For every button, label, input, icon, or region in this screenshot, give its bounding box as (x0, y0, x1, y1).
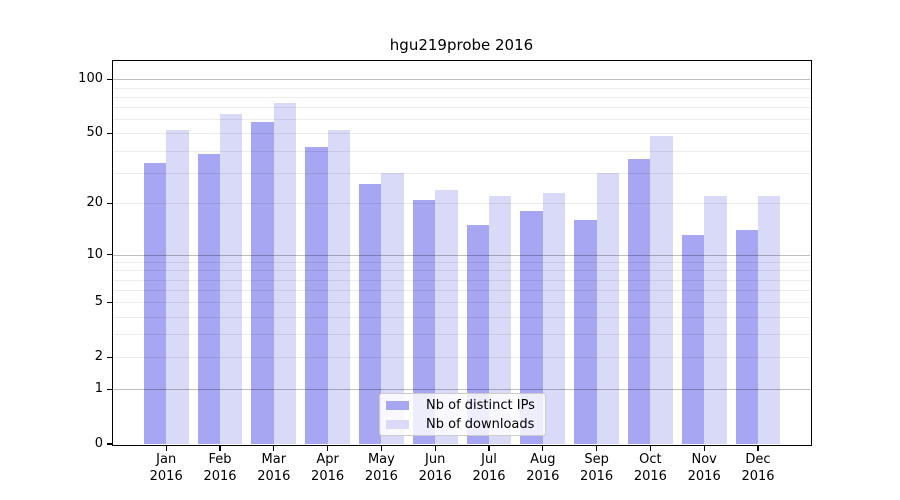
bar-jun-downloads (435, 189, 458, 444)
x-tick-label-dec: Dec 2016 (741, 452, 775, 484)
x-tick-mar (273, 445, 275, 451)
bar-apr-distinct-ips (305, 146, 328, 444)
y-tick-label-20: 20 (86, 195, 103, 211)
legend: Nb of distinct IPs Nb of downloads (379, 393, 546, 436)
x-tick-jul (488, 445, 490, 451)
y-tick-50 (106, 132, 113, 134)
plot-area (113, 61, 810, 444)
x-tick-sep (595, 445, 598, 451)
bar-aug-distinct-ips (520, 211, 543, 444)
y-tick-10 (106, 253, 113, 256)
x-tick-label-sep: Sep 2016 (580, 452, 614, 484)
bar-jan-downloads (166, 130, 189, 444)
x-tick-label-may: May 2016 (364, 452, 398, 484)
bar-nov-downloads (704, 196, 727, 444)
y-tick-label-100: 100 (78, 71, 103, 87)
x-tick-label-feb: Feb 2016 (203, 452, 237, 484)
y-tick-2 (106, 356, 113, 358)
bar-oct-downloads (650, 136, 673, 444)
bar-jun-distinct-ips (412, 199, 436, 444)
bar-may-downloads (381, 172, 404, 444)
bar-feb-distinct-ips (197, 154, 220, 444)
x-tick-feb (219, 445, 221, 451)
legend-swatch-distinct-ips (386, 401, 409, 410)
x-tick-label-apr: Apr 2016 (311, 452, 345, 484)
bar-jul-downloads (489, 196, 512, 444)
y-tick-0 (106, 443, 113, 445)
y-tick-label-0: 0 (94, 436, 103, 451)
bar-may-distinct-ips (359, 183, 382, 444)
y-tick-label-2: 2 (94, 349, 103, 365)
x-tick-label-jun: Jun 2016 (418, 452, 452, 484)
y-tick-label-5: 5 (94, 294, 103, 310)
bar-sep-downloads (596, 172, 619, 444)
y-tick-1 (106, 388, 113, 390)
legend-item-downloads: Nb of downloads (380, 415, 545, 434)
legend-label-downloads: Nb of downloads (426, 417, 535, 432)
x-tick-jun (434, 445, 436, 451)
y-tick-5 (106, 301, 113, 304)
bar-feb-downloads (220, 114, 243, 444)
bar-jan-distinct-ips (143, 163, 167, 444)
bar-aug-downloads (542, 192, 566, 444)
bar-oct-distinct-ips (628, 158, 651, 444)
chart-title: hgu219probe 2016 (389, 36, 534, 54)
x-tick-may (380, 445, 383, 451)
bar-sep-distinct-ips (574, 220, 597, 444)
bar-nov-distinct-ips (681, 235, 705, 444)
y-tick-label-50: 50 (86, 125, 103, 141)
x-tick-label-aug: Aug 2016 (526, 452, 560, 484)
x-tick-label-nov: Nov 2016 (687, 452, 721, 484)
bar-mar-distinct-ips (251, 121, 274, 444)
y-tick-label-1: 1 (94, 381, 103, 397)
x-tick-aug (542, 445, 544, 451)
x-tick-label-jan: Jan 2016 (149, 452, 183, 484)
legend-item-distinct-ips: Nb of distinct IPs (380, 396, 545, 415)
y-tick-100 (106, 78, 113, 80)
x-tick-label-jul: Jul 2016 (472, 452, 506, 484)
y-tick-label-10: 10 (86, 246, 103, 262)
bar-jul-distinct-ips (466, 224, 489, 444)
y-tick-20 (106, 202, 113, 205)
x-tick-oct (649, 445, 652, 451)
bars-layer (113, 61, 810, 444)
x-tick-dec (757, 445, 759, 451)
legend-label-distinct-ips: Nb of distinct IPs (426, 398, 535, 413)
x-tick-nov (703, 445, 705, 451)
x-tick-apr (326, 445, 329, 451)
bar-dec-distinct-ips (735, 230, 758, 444)
legend-swatch-downloads (386, 420, 409, 429)
x-tick-jan (165, 445, 167, 451)
plot-frame (111, 59, 812, 446)
x-tick-label-mar: Mar 2016 (257, 452, 291, 484)
bar-apr-downloads (327, 130, 350, 444)
bar-dec-downloads (758, 196, 781, 444)
bar-mar-downloads (273, 102, 297, 444)
x-tick-label-oct: Oct 2016 (633, 452, 667, 484)
